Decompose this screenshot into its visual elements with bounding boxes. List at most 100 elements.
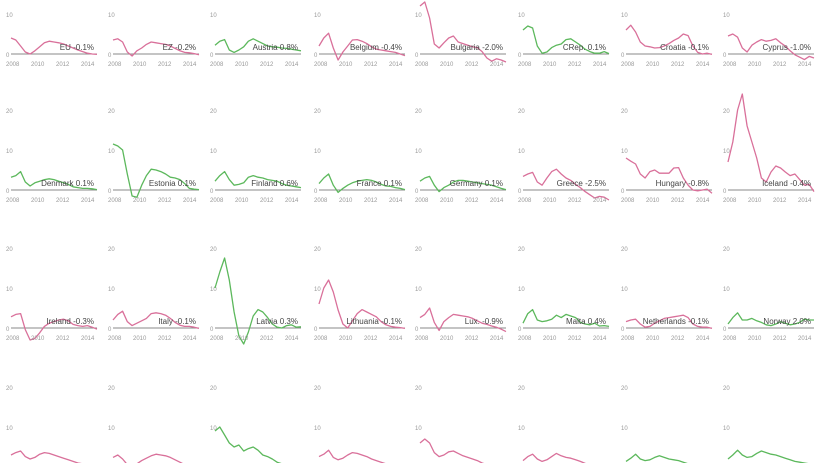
panel-label: Bulgaria -2.0% [451, 43, 503, 52]
y-tick-label: 10 [518, 287, 525, 293]
series-line [214, 257, 302, 345]
y-tick-label: 10 [723, 149, 730, 155]
panel-label: Germany 0.1% [450, 179, 503, 188]
panel-8: 10 0 Cyprus -1.0% 2008 2010 2012 2014 [723, 13, 815, 68]
y-tick-label: 0 [210, 327, 214, 333]
x-tick-label: 2008 [518, 62, 532, 68]
series-line [727, 33, 815, 61]
y-tick-label: 0 [723, 189, 727, 195]
y-tick-label: 10 [108, 149, 115, 155]
y-tick-label: 20 [518, 109, 525, 115]
x-tick-label: 2014 [183, 198, 197, 204]
y-tick-label: 10 [415, 426, 422, 432]
x-tick-label: 2012 [56, 336, 70, 342]
y-tick-label: 0 [314, 327, 318, 333]
panel-label: Estonia 0.1% [149, 179, 196, 188]
series-line [522, 452, 587, 463]
x-tick-label: 2014 [389, 336, 403, 342]
y-tick-label: 0 [108, 189, 112, 195]
y-tick-label: 10 [518, 149, 525, 155]
y-tick-label: 10 [210, 426, 217, 432]
x-tick-label: 2014 [285, 336, 299, 342]
panel-2: 10 0 EZ -0.2% 2008 2010 2012 2014 [108, 13, 200, 68]
x-tick-label: 2012 [773, 62, 787, 68]
panel-label: Austria 0.8% [253, 43, 298, 52]
x-tick-label: 2014 [593, 198, 607, 204]
y-tick-label: 20 [723, 109, 730, 115]
panel-1: 10 0 EU -0.1% 2008 2010 2012 2014 [6, 13, 98, 68]
x-tick-label: 2008 [621, 198, 635, 204]
y-tick-label: 0 [108, 53, 112, 59]
x-tick-label: 2010 [543, 198, 557, 204]
panel-label: EZ -0.2% [163, 43, 196, 52]
panel-label: Denmark 0.1% [41, 179, 94, 188]
x-tick-label: 2014 [490, 198, 504, 204]
y-tick-label: 0 [415, 327, 419, 333]
x-tick-label: 2012 [260, 62, 274, 68]
series-line [522, 308, 610, 328]
y-tick-label: 0 [210, 53, 214, 59]
x-tick-label: 2008 [723, 198, 737, 204]
x-tick-label: 2008 [6, 198, 20, 204]
y-tick-label: 0 [314, 53, 318, 59]
panel-label: Italy -0.1% [158, 317, 196, 326]
series-line [214, 170, 302, 189]
x-tick-label: 2012 [773, 198, 787, 204]
x-tick-label: 2010 [235, 336, 249, 342]
panel-label: Belgium -0.4% [350, 43, 402, 52]
x-tick-label: 2012 [158, 62, 172, 68]
y-tick-label: 0 [6, 327, 10, 333]
panel-label: Norway 2.0% [763, 317, 811, 326]
x-tick-label: 2010 [339, 198, 353, 204]
y-tick-label: 10 [723, 426, 730, 432]
y-tick-label: 10 [415, 149, 422, 155]
y-tick-label: 0 [6, 189, 10, 195]
y-tick-label: 0 [6, 53, 10, 59]
x-tick-label: 2010 [339, 62, 353, 68]
x-tick-label: 2010 [133, 62, 147, 68]
panel-4: 10 0 Belgium -0.4% 2008 2010 2012 2014 [314, 13, 406, 68]
y-tick-label: 20 [518, 247, 525, 253]
series-line [112, 453, 183, 463]
x-tick-label: 2010 [748, 336, 762, 342]
panel-label: Netherlands -0.1% [643, 317, 709, 326]
y-tick-label: 20 [314, 109, 321, 115]
panel-label: Ireland -0.3% [46, 317, 94, 326]
series-line [727, 93, 815, 192]
x-tick-label: 2012 [671, 336, 685, 342]
x-tick-label: 2008 [108, 336, 122, 342]
x-tick-label: 2010 [133, 198, 147, 204]
x-tick-label: 2012 [56, 62, 70, 68]
x-tick-label: 2010 [440, 336, 454, 342]
x-tick-label: 2012 [568, 336, 582, 342]
panel-label: EU -0.1% [60, 43, 94, 52]
y-tick-label: 10 [6, 426, 13, 432]
series-line [10, 170, 98, 191]
panel-label: Lux. -0.9% [465, 317, 503, 326]
y-tick-label: 20 [314, 386, 321, 392]
series-line [318, 449, 386, 463]
x-tick-label: 2014 [389, 198, 403, 204]
panel-label: Malta 0.4% [566, 317, 606, 326]
x-tick-label: 2014 [81, 336, 95, 342]
y-tick-label: 0 [723, 327, 727, 333]
series-line [419, 438, 485, 463]
y-tick-label: 20 [621, 386, 628, 392]
x-tick-label: 2008 [314, 336, 328, 342]
y-tick-label: 10 [314, 287, 321, 293]
x-tick-label: 2010 [646, 336, 660, 342]
x-tick-label: 2014 [285, 198, 299, 204]
panel-label: Cyprus -1.0% [763, 43, 811, 52]
series-line [727, 312, 814, 327]
